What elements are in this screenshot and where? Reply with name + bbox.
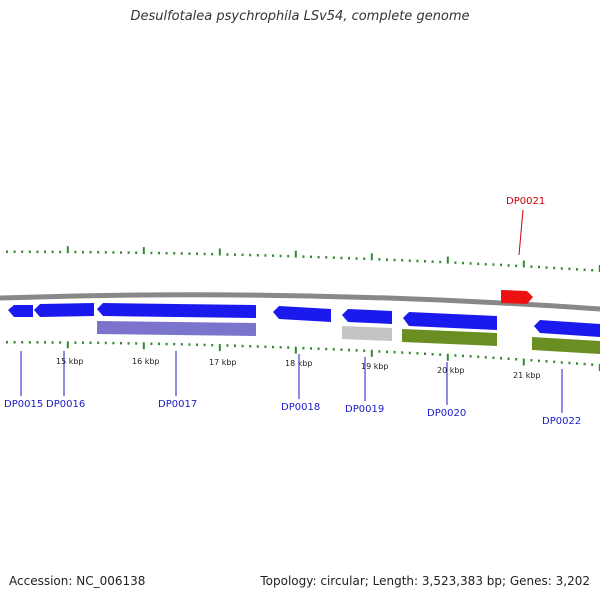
leader-line-dp0021 <box>518 209 524 256</box>
accession-label: Accession: NC_006138 <box>9 574 146 588</box>
gene-arrow-dp0019[interactable] <box>342 309 392 324</box>
feature-track-purple <box>97 321 256 336</box>
gene-label-dp0015[interactable]: DP0015 <box>4 399 43 410</box>
gene-label-dp0017[interactable]: DP0017 <box>158 399 197 410</box>
kbp-label-16: 16 kbp <box>132 357 160 366</box>
feature-track-grey <box>342 326 392 341</box>
kbp-label-19: 19 kbp <box>361 362 389 371</box>
gene-arrow-dp0021[interactable] <box>501 290 533 304</box>
kbp-label-21: 21 kbp <box>513 371 541 380</box>
gene-label-dp0018[interactable]: DP0018 <box>281 402 320 413</box>
gene-arrow-dp0015[interactable] <box>8 305 33 317</box>
gene-arrow-dp0018[interactable] <box>273 306 331 322</box>
feature-track-green-1 <box>402 329 497 346</box>
genome-summary: Topology: circular; Length: 3,523,383 bp… <box>260 574 590 588</box>
leader-lines <box>20 351 563 413</box>
gene-label-dp0016[interactable]: DP0016 <box>46 399 85 410</box>
gene-label-dp0021[interactable]: DP0021 <box>506 196 545 207</box>
gene-arrow-dp0017[interactable] <box>97 303 256 318</box>
kbp-label-20: 20 kbp <box>437 366 465 375</box>
gene-label-dp0022[interactable]: DP0022 <box>542 416 581 427</box>
lower-tick-row <box>6 341 600 371</box>
kbp-label-17: 17 kbp <box>209 358 237 367</box>
gene-label-dp0019[interactable]: DP0019 <box>345 404 384 415</box>
kbp-label-15: 15 kbp <box>56 357 84 366</box>
map-title: Desulfotalea psychrophila LSv54, complet… <box>130 9 470 24</box>
gene-label-dp0020[interactable]: DP0020 <box>427 408 466 419</box>
upper-tick-row <box>6 246 600 272</box>
gene-arrow-dp0016[interactable] <box>34 303 94 317</box>
genome-backbone <box>0 292 600 312</box>
gene-arrow-dp0020[interactable] <box>403 312 497 330</box>
gene-arrow-dp0022[interactable] <box>534 320 600 337</box>
feature-track-green-2 <box>532 337 600 354</box>
